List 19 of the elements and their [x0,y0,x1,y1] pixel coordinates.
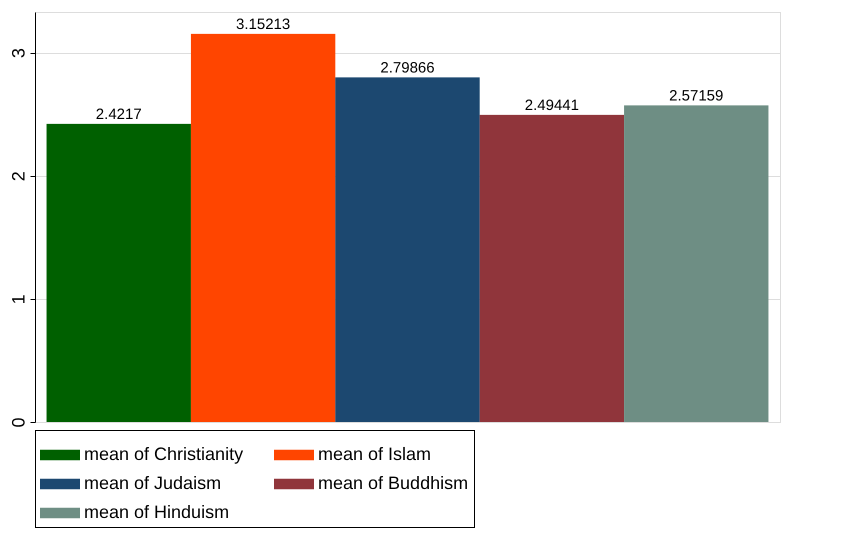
legend-label: mean of Judaism [84,473,222,493]
legend-label: mean of Buddhism [318,473,468,493]
bar [335,77,480,422]
y-tick-label: 1 [8,294,28,304]
bar [190,34,336,422]
y-tick-label: 0 [8,417,28,428]
y-tick-label: 2 [8,171,28,182]
data-label: 2.79866 [380,59,435,76]
legend-label: mean of Hinduism [84,502,230,522]
data-label: 2.49441 [524,96,579,114]
data-label: 2.4217 [96,106,142,123]
data-label: 3.15213 [236,16,290,33]
bar [624,105,768,422]
y-tick-label: 3 [8,48,28,58]
legend-label: mean of Christianity [84,444,244,464]
bar [46,124,191,422]
legend-label: mean of Islam [318,444,432,464]
data-label: 2.57159 [669,87,724,104]
bar [480,114,624,422]
